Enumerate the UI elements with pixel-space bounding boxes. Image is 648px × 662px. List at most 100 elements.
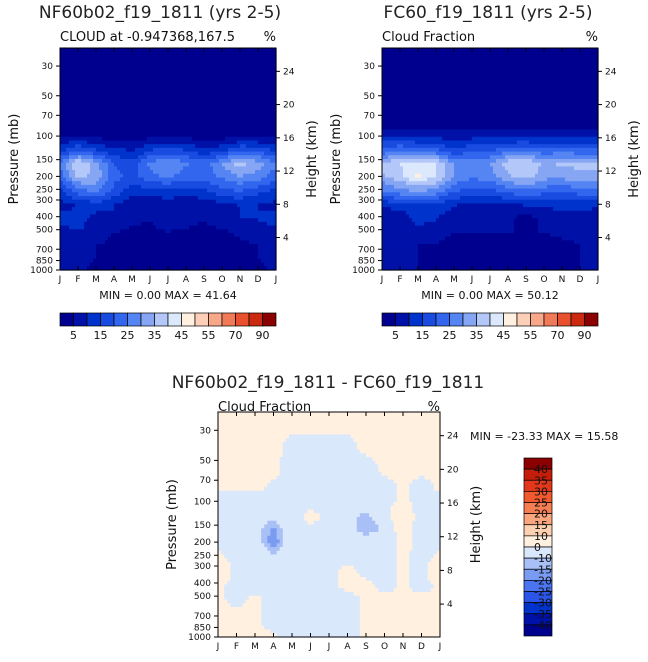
heatmap-cell <box>225 221 229 227</box>
heatmap-cell <box>270 85 274 90</box>
heatmap-cell <box>195 181 199 186</box>
heatmap-cell <box>216 107 220 112</box>
heatmap-cell <box>123 144 127 149</box>
heatmap-cell <box>207 203 211 208</box>
heatmap-cell <box>141 162 145 167</box>
heatmap-cell <box>126 251 130 256</box>
heatmap-cell <box>60 73 64 79</box>
heatmap-cell <box>222 103 226 108</box>
heatmap-cell <box>165 147 169 153</box>
heatmap-cell <box>162 55 166 60</box>
heatmap-cell <box>195 203 199 208</box>
heatmap-cell <box>84 122 88 127</box>
heatmap-cell <box>63 55 67 60</box>
heatmap-cell <box>120 181 124 186</box>
heatmap-cell <box>138 114 142 119</box>
heatmap-cell <box>195 247 199 253</box>
heatmap-cell <box>66 207 70 212</box>
heatmap-cell <box>258 96 262 101</box>
heatmap-cell <box>141 166 145 171</box>
heatmap-cell <box>255 214 259 219</box>
heatmap-cell <box>511 62 515 68</box>
heatmap-cell <box>66 70 70 75</box>
heatmap-cell <box>267 218 271 223</box>
heatmap-cell <box>102 114 106 119</box>
heatmap-cell <box>261 247 265 253</box>
heatmap-cell <box>96 240 100 245</box>
heatmap-cell <box>225 155 229 160</box>
heatmap-cell <box>126 107 130 112</box>
heatmap-cell <box>186 240 190 245</box>
heatmap-cell <box>60 81 64 86</box>
heatmap-cell <box>96 140 100 145</box>
heatmap-cell <box>162 251 166 256</box>
heatmap-cell <box>270 55 274 60</box>
heatmap-cell <box>102 129 106 134</box>
heatmap-cell <box>135 147 139 153</box>
heatmap-cell <box>213 77 217 82</box>
heatmap-cell <box>177 96 181 101</box>
heatmap-cell <box>550 70 554 75</box>
heatmap-cell <box>451 48 455 53</box>
heatmap-cell <box>105 129 109 134</box>
heatmap-cell <box>231 99 235 105</box>
heatmap-cell <box>258 173 262 179</box>
heatmap-cell <box>394 62 398 68</box>
heatmap-cell <box>577 70 581 75</box>
heatmap-cell <box>174 258 178 264</box>
heatmap-cell <box>126 258 130 264</box>
pressure-tick-label: 150 <box>36 156 53 166</box>
heatmap-cell <box>171 66 175 71</box>
heatmap-cell <box>114 122 118 127</box>
heatmap-cell <box>246 85 250 90</box>
heatmap-cell <box>255 244 259 249</box>
heatmap-cell <box>150 221 154 227</box>
heatmap-cell <box>532 62 536 68</box>
heatmap-cell <box>135 218 139 223</box>
heatmap-cell <box>150 166 154 171</box>
heatmap-cell <box>490 66 494 71</box>
heatmap-cell <box>556 51 560 56</box>
heatmap-cell <box>237 48 241 53</box>
heatmap-cell <box>141 70 145 75</box>
heatmap-cell <box>222 88 226 93</box>
heatmap-cell <box>273 225 277 230</box>
heatmap-cell <box>72 233 76 238</box>
heatmap-cell <box>171 196 175 201</box>
heatmap-cell <box>159 136 163 142</box>
heatmap-cell <box>168 107 172 112</box>
heatmap-cell <box>159 159 163 164</box>
heatmap-cell <box>574 62 578 68</box>
heatmap-cell <box>174 244 178 249</box>
heatmap-cell <box>90 151 94 156</box>
heatmap-cell <box>126 81 130 86</box>
heatmap-cell <box>162 159 166 164</box>
heatmap-cell <box>66 85 70 90</box>
heatmap-cell <box>159 221 163 227</box>
heatmap-cell <box>102 225 106 230</box>
heatmap-cell <box>186 162 190 167</box>
heatmap-cell <box>547 66 551 71</box>
heatmap-cell <box>460 59 464 64</box>
heatmap-cell <box>66 166 70 171</box>
heatmap-cell <box>66 66 70 71</box>
heatmap-cell <box>75 85 79 90</box>
heatmap-cell <box>213 240 217 245</box>
heatmap-cell <box>117 233 121 238</box>
heatmap-cell <box>72 103 76 108</box>
colorbar-label: 45 <box>175 329 189 342</box>
heatmap-cell <box>207 48 211 53</box>
heatmap-cell <box>186 118 190 123</box>
heatmap-cell <box>180 203 184 208</box>
heatmap-cell <box>249 140 253 145</box>
heatmap-cell <box>198 81 202 86</box>
heatmap-cell <box>400 55 404 60</box>
heatmap-cell <box>198 136 202 142</box>
heatmap-cell <box>547 62 551 68</box>
heatmap-cell <box>198 229 202 234</box>
heatmap-cell <box>132 88 136 93</box>
heatmap-cell <box>234 129 238 134</box>
heatmap-cell <box>183 258 187 264</box>
heatmap-cell <box>153 122 157 127</box>
heatmap-cell <box>177 51 181 56</box>
